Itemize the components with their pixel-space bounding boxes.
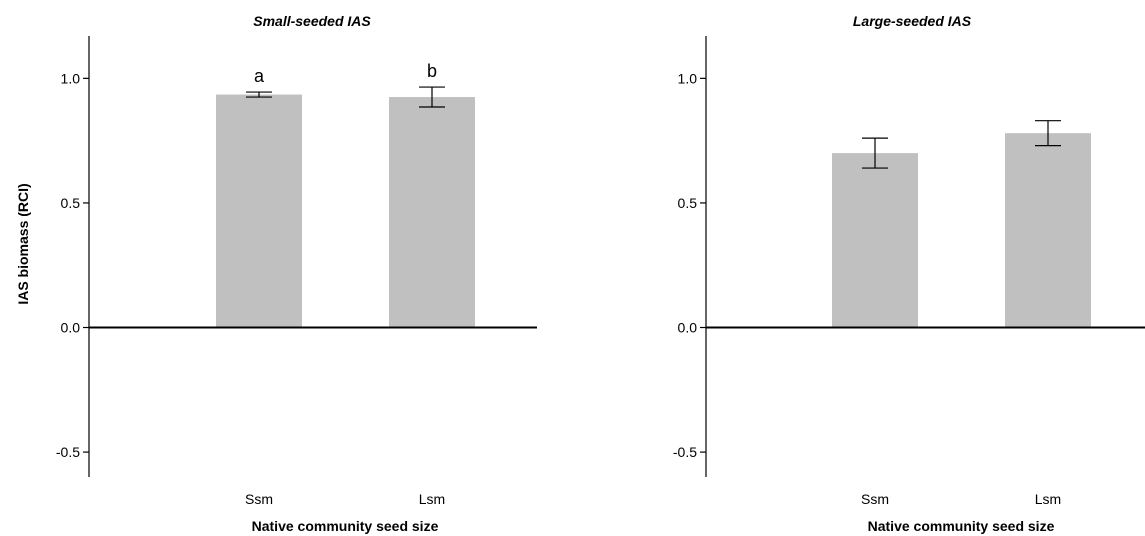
y-tick-label: -0.5 — [673, 444, 697, 460]
y-tick-label: 1.0 — [678, 70, 698, 86]
significance-label: b — [427, 61, 437, 81]
y-tick-label: 0.5 — [678, 195, 698, 211]
y-tick-label: -0.5 — [56, 444, 80, 460]
x-tick-label: Lsm — [1035, 491, 1061, 507]
panel-large-seeded: Large-seeded IAS Native community seed s… — [673, 13, 1145, 534]
bar — [832, 153, 918, 328]
x-tick-label: Ssm — [245, 491, 273, 507]
x-axis-label: Native community seed size — [252, 518, 439, 534]
panel-small-seeded: Small-seeded IAS IAS biomass (RCI) Nativ… — [15, 13, 537, 534]
x-tick-label: Ssm — [861, 491, 889, 507]
y-tick-label: 1.0 — [61, 70, 81, 86]
x-tick-label: Lsm — [419, 491, 445, 507]
y-tick-label: 0.5 — [61, 195, 81, 211]
significance-label: a — [254, 66, 265, 86]
y-axis-label: IAS biomass (RCI) — [15, 183, 31, 304]
bar — [389, 97, 475, 328]
panel-title: Large-seeded IAS — [853, 13, 972, 29]
bar — [1005, 133, 1091, 328]
panel-title: Small-seeded IAS — [253, 13, 371, 29]
bar — [216, 94, 302, 328]
y-tick-label: 0.0 — [678, 320, 698, 336]
x-axis-label: Native community seed size — [868, 518, 1055, 534]
y-tick-label: 0.0 — [61, 320, 81, 336]
